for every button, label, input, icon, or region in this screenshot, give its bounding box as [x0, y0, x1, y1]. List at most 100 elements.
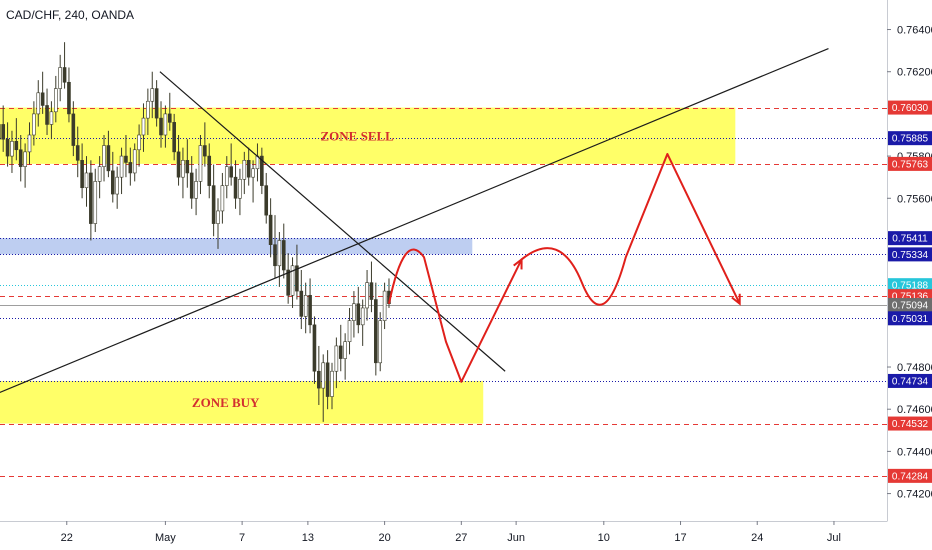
projection-layer — [388, 152, 741, 383]
candle-body-29 — [93, 181, 98, 224]
candle-body-95 — [382, 290, 387, 321]
price-badge-label-9: 0.74734 — [892, 376, 929, 387]
candle-body-88 — [352, 303, 356, 321]
candle-body-49 — [181, 160, 185, 178]
candle-body-46 — [167, 113, 172, 123]
price-badge-label-11: 0.74284 — [892, 471, 929, 482]
candle-body-76 — [299, 290, 304, 317]
price-badge-label-10: 0.74532 — [892, 419, 929, 430]
price-badge-5 — [888, 278, 932, 293]
candle-body-10 — [10, 141, 14, 157]
price-badge-11 — [888, 468, 932, 483]
zone-rect-2 — [0, 238, 473, 255]
candle-body-83 — [330, 370, 334, 397]
candle-body-64 — [246, 160, 251, 178]
price-badge-8 — [888, 311, 932, 326]
candle-body-92 — [369, 282, 374, 300]
x-tick-label-8: 17 — [674, 532, 686, 544]
chart-title: CAD/CHF, 240, OANDA — [6, 8, 134, 22]
price-badge-label-2: 0.75763 — [892, 159, 929, 170]
candle-body-74 — [290, 265, 295, 296]
candle-body-17 — [40, 92, 45, 106]
zone-labels-layer: ZONE SELL ZONE BUY — [192, 129, 394, 411]
candle-body-82 — [325, 362, 330, 397]
candle-body-19 — [49, 111, 54, 125]
candle-body-90 — [360, 307, 365, 326]
candle-body-50 — [185, 160, 190, 174]
candle-body-91 — [365, 282, 369, 309]
candle-body-11 — [14, 141, 19, 151]
candle-body-72 — [281, 240, 286, 271]
candle-body-53 — [198, 145, 203, 182]
zone-label-0: ZONE SELL — [321, 129, 395, 144]
candle-body-68 — [264, 185, 269, 216]
candle-body-22 — [62, 67, 67, 83]
candle-body-93 — [374, 299, 378, 364]
candle-body-73 — [286, 269, 290, 296]
zone-label-1: ZONE BUY — [192, 395, 260, 410]
candle-body-61 — [233, 176, 238, 199]
candle-body-60 — [229, 166, 233, 178]
trendlines-layer — [0, 47, 829, 394]
price-badge-2 — [888, 156, 932, 171]
zone-rect-0 — [0, 107, 736, 164]
candle-body-45 — [163, 113, 168, 136]
candle-body-20 — [53, 88, 58, 113]
x-tick-label-2: 7 — [239, 532, 245, 544]
candle-body-47 — [172, 122, 176, 153]
candle-body-75 — [295, 265, 299, 292]
candle-body-54 — [203, 145, 207, 157]
price-badge-label-3: 0.75411 — [892, 234, 928, 245]
candle-body-16 — [36, 92, 41, 115]
projection-arrowhead-1 — [731, 293, 741, 306]
x-tick-label-10: Jul — [827, 532, 841, 544]
candle-body-15 — [32, 113, 36, 136]
candle-body-89 — [356, 303, 361, 326]
candle-body-80 — [317, 370, 321, 389]
candle-body-79 — [312, 324, 317, 372]
candle-body-34 — [115, 176, 119, 195]
candle-body-84 — [334, 345, 339, 372]
x-tick-label-4: 20 — [378, 532, 390, 544]
candle-body-57 — [216, 210, 220, 224]
candle-body-21 — [58, 67, 62, 89]
projection-path — [388, 152, 741, 383]
candle-body-67 — [260, 155, 264, 186]
projection-arrowhead-0 — [513, 257, 523, 270]
candle-body-25 — [75, 145, 80, 161]
candle-body-23 — [67, 81, 71, 115]
trendline-1 — [0, 47, 829, 394]
candle-body-39 — [137, 134, 141, 151]
candle-body-37 — [128, 162, 133, 174]
candle-body-41 — [146, 100, 150, 119]
x-axis-ticks[interactable]: 22 May 7 13 20 27 Jun 10 17 24 Jul — [61, 521, 841, 544]
candle-body-71 — [277, 240, 282, 267]
price-badge-label-5: 0.75188 — [892, 281, 929, 292]
candle-body-43 — [154, 88, 159, 119]
price-badge-3 — [888, 231, 932, 246]
candle-body-30 — [97, 166, 102, 182]
candle-body-77 — [303, 295, 308, 317]
candle-body-36 — [124, 155, 128, 163]
candle-body-12 — [18, 149, 23, 167]
candle-body-85 — [338, 345, 343, 359]
candle-body-62 — [238, 178, 242, 199]
y-tick-label-7: 0.74200 — [897, 489, 932, 501]
price-badge-7 — [888, 298, 932, 313]
candle-body-52 — [194, 181, 198, 199]
x-tick-label-0: 22 — [61, 532, 73, 544]
candle-body-63 — [242, 160, 247, 180]
candle-body-18 — [45, 105, 49, 125]
candle-body-78 — [308, 295, 312, 326]
price-badge-10 — [888, 416, 932, 431]
candle-body-65 — [251, 168, 255, 178]
x-tick-label-1: May — [155, 532, 176, 544]
candle-body-35 — [119, 155, 124, 178]
candle-body-87 — [347, 320, 352, 343]
candle-body-38 — [132, 149, 137, 174]
